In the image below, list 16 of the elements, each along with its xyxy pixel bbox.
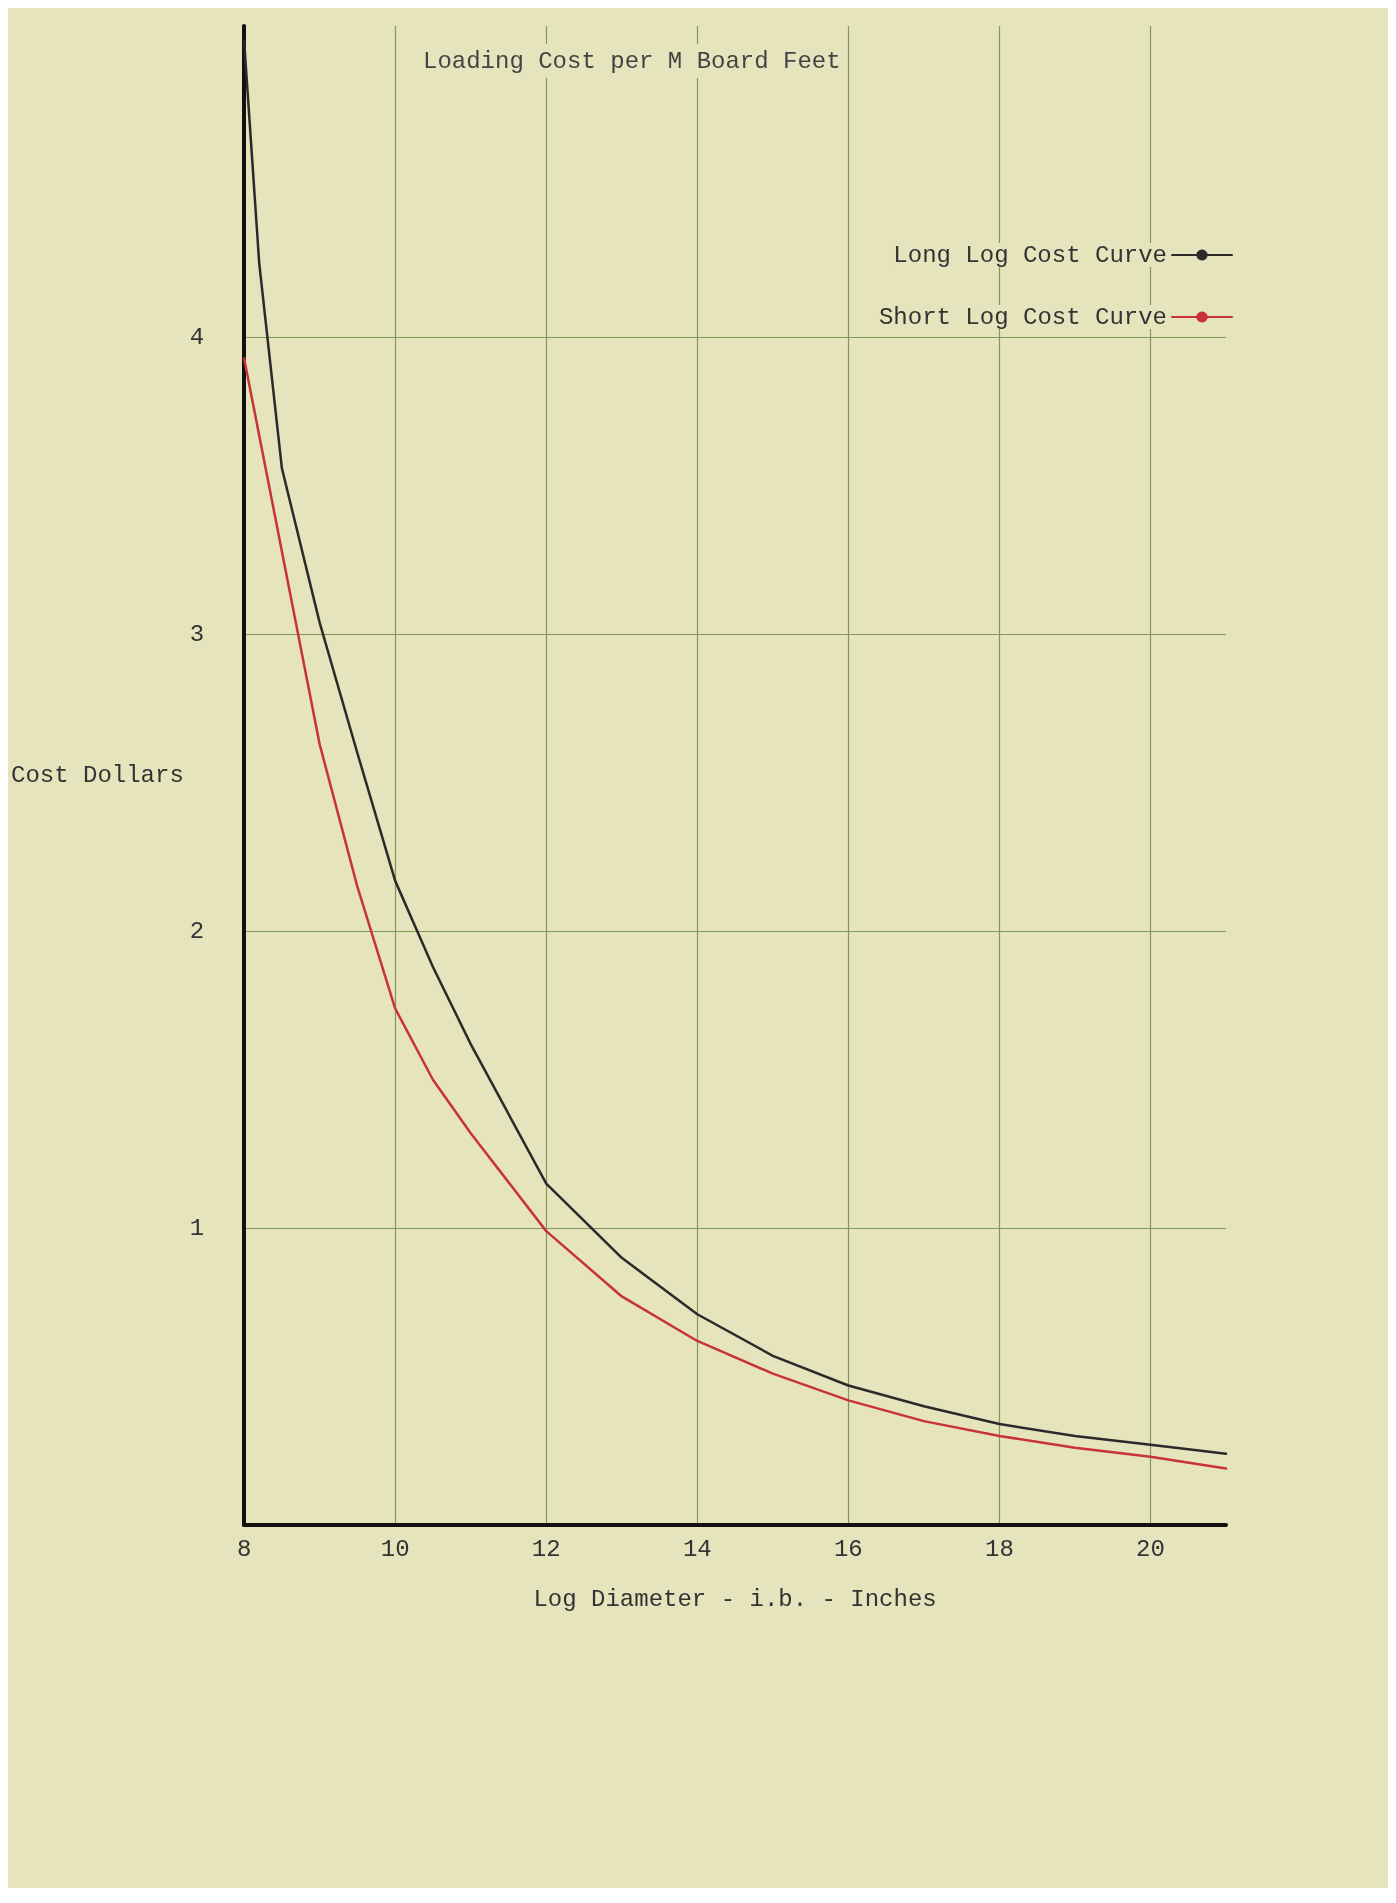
x-tick-label: 12 (531, 1535, 561, 1563)
x-tick-label: 20 (1136, 1535, 1165, 1563)
legend-label: Long Log Cost Curve (893, 241, 1167, 269)
x-tick-label: 18 (985, 1535, 1014, 1563)
x-tick-label: 16 (833, 1535, 863, 1563)
y-tick-label: 2 (189, 917, 205, 945)
x-tick-label: 10 (380, 1535, 410, 1563)
x-tick-label: 8 (236, 1535, 252, 1563)
y-axis-title: Cost Dollars (11, 762, 184, 789)
legend-label: Short Log Cost Curve (878, 303, 1167, 331)
x-axis-title: Log Diameter - i.b. - Inches (533, 1585, 937, 1613)
y-tick-label: 3 (189, 621, 205, 649)
y-tick-label: 4 (189, 324, 205, 352)
text: Loading Cost per M Board Feet (423, 47, 841, 75)
y-tick-label: 1 (189, 1214, 205, 1242)
x-tick-label: 14 (682, 1535, 712, 1563)
